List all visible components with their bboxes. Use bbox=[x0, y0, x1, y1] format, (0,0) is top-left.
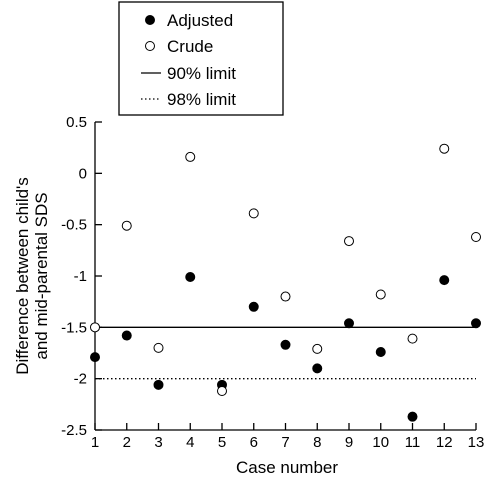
y-axis-title-line2: and mid-parental SDS bbox=[32, 192, 51, 359]
adjusted-point bbox=[90, 352, 100, 363]
adjusted-point bbox=[153, 379, 164, 390]
crude-point bbox=[90, 322, 100, 333]
x-tick-label: 13 bbox=[468, 434, 485, 451]
y-tick-label: -1 bbox=[74, 268, 87, 285]
legend-crude-label: Crude bbox=[167, 37, 213, 56]
adjusted-point bbox=[312, 363, 323, 374]
x-tick-label: 2 bbox=[123, 434, 131, 451]
x-tick-label: 8 bbox=[313, 434, 321, 451]
y-tick-label: -2.5 bbox=[61, 422, 87, 439]
x-tick-label: 10 bbox=[372, 434, 389, 451]
adjusted-point bbox=[344, 318, 354, 329]
crude-point bbox=[407, 333, 418, 344]
adjusted-point bbox=[185, 272, 196, 283]
adjusted-point bbox=[375, 346, 386, 357]
legend: Adjusted Crude 90% limit 98% limit bbox=[118, 1, 284, 116]
x-tick-label: 6 bbox=[250, 434, 258, 451]
y-tick-label: -2 bbox=[74, 371, 87, 388]
x-tick-label: 9 bbox=[345, 434, 353, 451]
adjusted-point bbox=[439, 275, 450, 286]
y-axis-title-line1: Difference between child's bbox=[13, 177, 32, 375]
x-tick-label: 7 bbox=[281, 434, 289, 451]
x-tick-label: 12 bbox=[436, 434, 453, 451]
y-tick-label: 0 bbox=[79, 165, 87, 182]
x-axis-title: Case number bbox=[236, 458, 338, 477]
x-tick-label: 1 bbox=[91, 434, 99, 451]
x-tick-label: 4 bbox=[186, 434, 194, 451]
legend-90-limit-label: 90% limit bbox=[167, 64, 236, 83]
crude-point bbox=[344, 236, 354, 247]
y-tick-label: 0.5 bbox=[66, 114, 87, 131]
crude-point bbox=[217, 385, 227, 396]
adjusted-point bbox=[121, 330, 132, 341]
crude-point bbox=[185, 151, 196, 162]
legend-adjusted-label: Adjusted bbox=[167, 11, 233, 30]
x-tick-label: 5 bbox=[218, 434, 226, 451]
legend-98-limit-label: 98% limit bbox=[167, 90, 236, 109]
crude-point bbox=[121, 220, 132, 231]
legend-adjusted-marker bbox=[145, 15, 155, 25]
adjusted-point bbox=[248, 301, 259, 312]
adjusted-point bbox=[280, 339, 291, 350]
legend-crude-marker bbox=[145, 41, 155, 51]
x-tick-label: 11 bbox=[405, 434, 421, 451]
crude-point bbox=[153, 342, 164, 353]
crude-point bbox=[439, 143, 450, 154]
y-tick-label: -0.5 bbox=[61, 217, 87, 234]
crude-point bbox=[312, 343, 323, 354]
crude-point bbox=[280, 291, 291, 302]
crude-point bbox=[471, 231, 481, 242]
adjusted-point bbox=[407, 411, 418, 422]
y-tick-label: -1.5 bbox=[61, 319, 87, 336]
x-tick-label: 3 bbox=[154, 434, 162, 451]
adjusted-point bbox=[471, 318, 481, 329]
crude-point bbox=[248, 208, 259, 219]
crude-point bbox=[375, 289, 386, 300]
